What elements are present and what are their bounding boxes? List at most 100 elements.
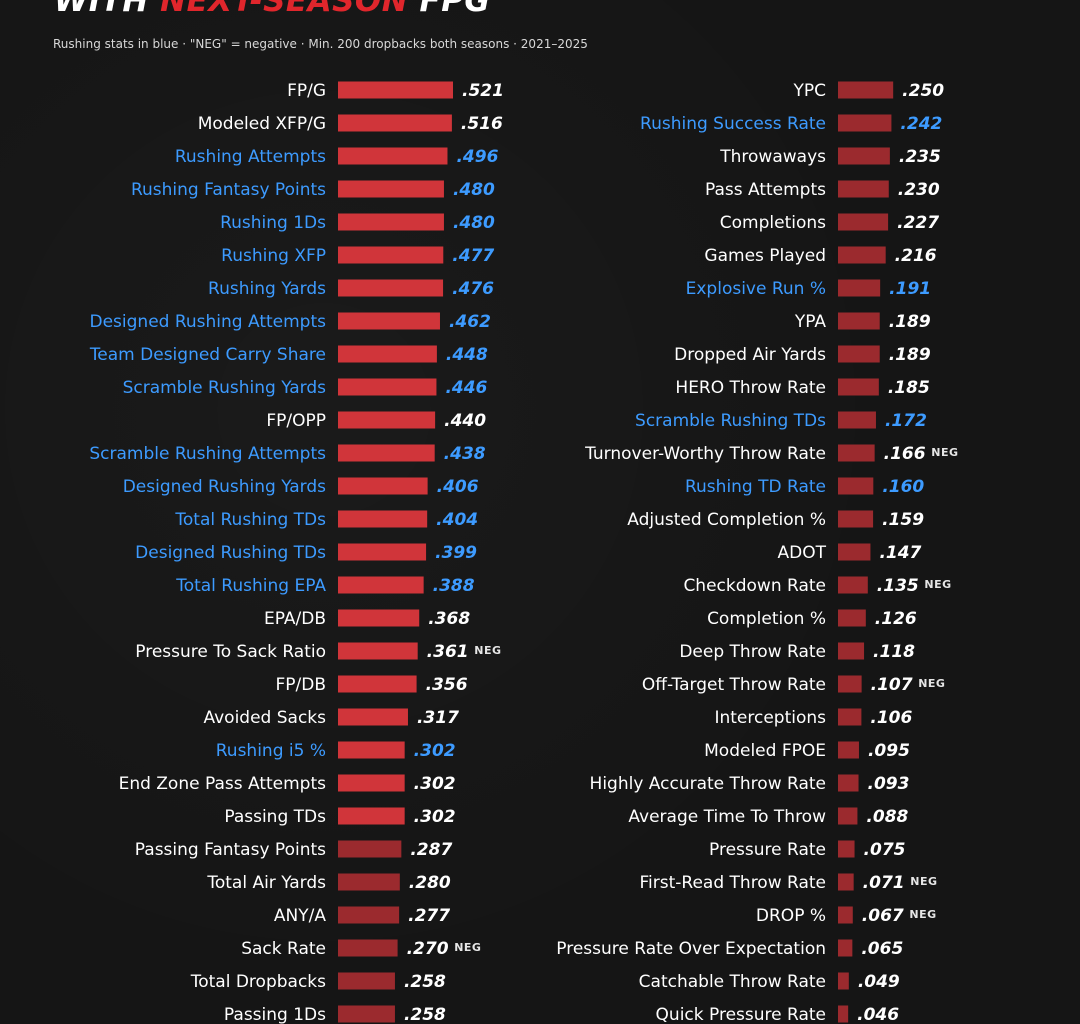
value-label: .462 xyxy=(449,312,491,332)
bar-label: Dropped Air Yards xyxy=(674,345,826,365)
value-label: .075 xyxy=(864,840,906,860)
bar xyxy=(838,708,862,726)
bar xyxy=(838,939,853,957)
bar-label: Interceptions xyxy=(714,708,826,728)
neg-tag: NEG xyxy=(918,677,945,690)
bar-label: Passing Fantasy Points xyxy=(135,840,326,860)
bar-label: Completion % xyxy=(707,609,826,629)
value-label: .480 xyxy=(453,213,495,233)
value-label: .250 xyxy=(902,81,944,101)
value-label: .126 xyxy=(875,609,917,629)
bar-label: Avoided Sacks xyxy=(203,708,326,728)
value-label: .287 xyxy=(410,840,452,860)
bar xyxy=(838,543,871,561)
bar xyxy=(338,510,428,528)
bar xyxy=(838,345,880,363)
title-part-1: WITH xyxy=(54,0,161,19)
bar-label: YPC xyxy=(792,81,826,101)
bar-label: Sack Rate xyxy=(241,939,326,959)
value-label: .388 xyxy=(433,576,475,596)
bar xyxy=(338,114,452,132)
bar-label: FP/OPP xyxy=(266,411,326,431)
bar xyxy=(838,576,868,594)
bar xyxy=(838,1005,849,1023)
bar xyxy=(838,114,892,132)
bar-label: HERO Throw Rate xyxy=(675,378,826,398)
value-label: .258 xyxy=(404,1005,446,1024)
value-label: .476 xyxy=(452,279,494,299)
bar xyxy=(838,840,855,858)
value-label: .480 xyxy=(453,180,495,200)
neg-tag: NEG xyxy=(454,941,481,954)
bar-label: Total Air Yards xyxy=(206,873,326,893)
bar xyxy=(338,246,444,264)
bar-label: Highly Accurate Throw Rate xyxy=(590,774,826,794)
bar xyxy=(838,180,889,198)
bar xyxy=(338,147,448,165)
value-label: .242 xyxy=(900,114,942,134)
value-label: .067 xyxy=(862,906,904,926)
bar xyxy=(838,642,865,660)
bar xyxy=(838,378,879,396)
bar-label: Completions xyxy=(720,213,826,233)
bar xyxy=(838,279,881,297)
bar-label: Designed Rushing Attempts xyxy=(90,312,327,332)
bar xyxy=(338,81,453,99)
bar xyxy=(838,906,853,924)
value-label: .065 xyxy=(861,939,903,959)
bar-label: Throwaways xyxy=(719,147,826,167)
value-label: .172 xyxy=(885,411,927,431)
neg-tag: NEG xyxy=(910,875,937,888)
bar xyxy=(338,444,435,462)
bar-label: Explosive Run % xyxy=(686,279,826,299)
value-label: .191 xyxy=(889,279,931,299)
bar-label: Passing 1Ds xyxy=(224,1005,326,1024)
bar-label: Games Played xyxy=(704,246,826,266)
value-label: .448 xyxy=(446,345,488,365)
bar-label: DROP % xyxy=(756,906,826,926)
bar-label: Designed Rushing TDs xyxy=(135,543,326,563)
bar xyxy=(338,1005,395,1023)
value-label: .446 xyxy=(445,378,487,398)
bar xyxy=(338,774,405,792)
value-label: .302 xyxy=(414,807,456,827)
value-label: .258 xyxy=(404,972,446,992)
chart-subtitle: Rushing stats in blue · "NEG" = negative… xyxy=(53,37,588,51)
bar xyxy=(838,147,890,165)
value-label: .516 xyxy=(461,114,503,134)
value-label: .521 xyxy=(462,81,504,101)
bar-label: Quick Pressure Rate xyxy=(656,1005,826,1024)
bar xyxy=(338,477,428,495)
value-label: .477 xyxy=(452,246,494,266)
bar-label: Modeled FPOE xyxy=(704,741,826,761)
bar-label: First-Read Throw Rate xyxy=(640,873,827,893)
bar xyxy=(338,312,440,330)
bar-label: Checkdown Rate xyxy=(683,576,826,596)
bar-label: FP/G xyxy=(287,81,326,101)
bar-label: Team Designed Carry Share xyxy=(89,345,326,365)
bar xyxy=(838,246,886,264)
bar xyxy=(838,444,875,462)
bar xyxy=(838,510,874,528)
bar-label: Pass Attempts xyxy=(705,180,826,200)
bar xyxy=(838,81,894,99)
value-label: .160 xyxy=(882,477,924,497)
neg-tag: NEG xyxy=(474,644,501,657)
bar xyxy=(338,609,420,627)
bar xyxy=(338,411,436,429)
bar-label: Total Rushing TDs xyxy=(174,510,326,530)
bar-label: FP/DB xyxy=(275,675,326,695)
bar xyxy=(838,213,889,231)
value-label: .049 xyxy=(858,972,900,992)
bar xyxy=(338,345,437,363)
value-label: .118 xyxy=(873,642,915,662)
value-label: .046 xyxy=(857,1005,899,1024)
value-label: .185 xyxy=(888,378,930,398)
bar-label: End Zone Pass Attempts xyxy=(119,774,327,794)
bar-label: Designed Rushing Yards xyxy=(123,477,326,497)
bar-label: Modeled XFP/G xyxy=(198,114,326,134)
value-label: .227 xyxy=(897,213,939,233)
bar-label: Pressure To Sack Ratio xyxy=(135,642,326,662)
bar xyxy=(338,675,417,693)
